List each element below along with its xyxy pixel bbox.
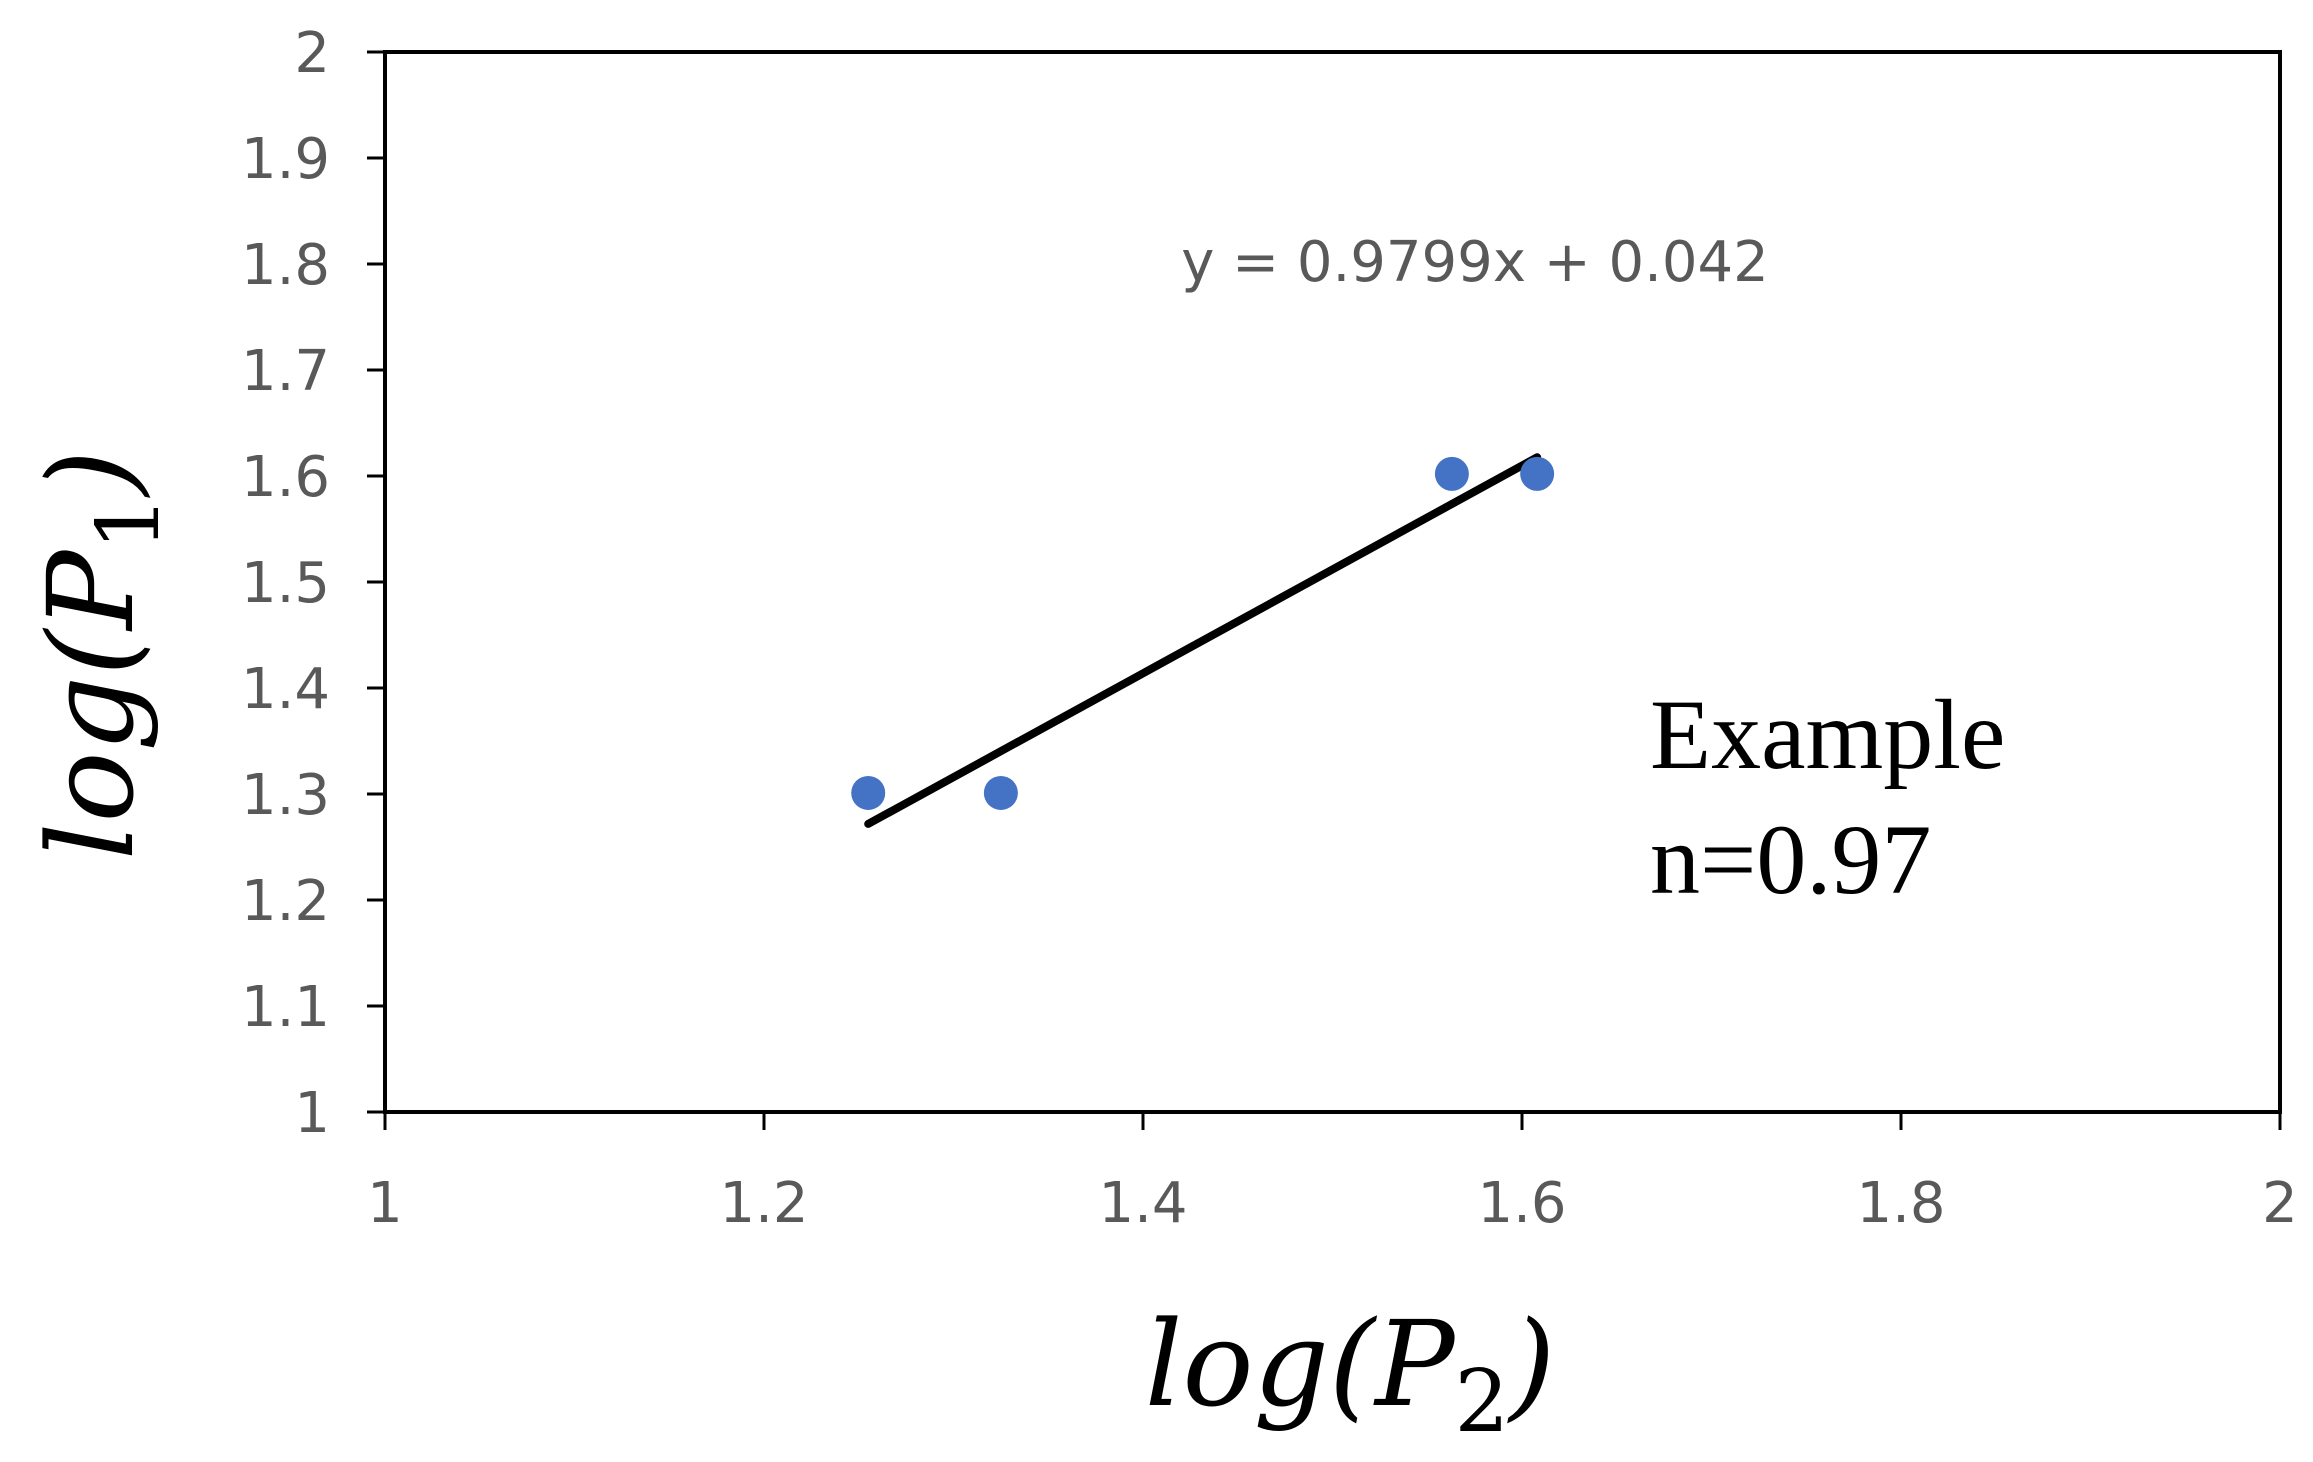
annotation-n-value: n=0.97: [1650, 804, 1931, 915]
y-tick-label: 1.3: [241, 763, 330, 828]
y-tick-label: 1.2: [241, 869, 330, 934]
y-tick-label: 1: [294, 1081, 330, 1146]
y-axis-ticks: 1 1.1 1.2 1.3 1.4 1.5 1.6 1.7 1.8 1.9 2: [241, 21, 385, 1146]
y-axis-title-base: log(P: [22, 548, 160, 860]
x-axis-title-close: ): [1506, 1295, 1555, 1433]
y-axis-title-close: ): [22, 450, 160, 499]
data-point: [1520, 456, 1555, 491]
y-tick-label: 1.1: [241, 975, 330, 1040]
y-tick-label: 1.6: [241, 445, 330, 510]
annotation-example: Example: [1650, 679, 2005, 790]
y-tick-label: 1.9: [241, 127, 330, 192]
x-tick-label: 2: [2262, 1171, 2298, 1236]
trendline: [864, 453, 1542, 828]
x-axis-title: log(P2): [1145, 1295, 1556, 1452]
y-tick-label: 1.8: [241, 233, 330, 298]
y-axis-title-subscript: 1: [79, 496, 179, 551]
data-point: [1434, 456, 1469, 491]
plot-area: [383, 50, 2282, 1114]
x-tick-label: 1.8: [1856, 1171, 1945, 1236]
x-tick-label: 1.4: [1098, 1171, 1187, 1236]
x-tick-label: 1.2: [719, 1171, 808, 1236]
y-axis-title: log(P1): [22, 450, 179, 861]
x-axis-ticks: 1 1.2 1.4 1.6 1.8 2: [367, 1112, 2298, 1236]
y-tick-label: 1.4: [241, 657, 330, 722]
y-tick-label: 1.7: [241, 339, 330, 404]
y-tick-label: 2: [294, 21, 330, 86]
data-points: [851, 456, 1555, 810]
data-point: [983, 775, 1018, 810]
x-tick-label: 1.6: [1477, 1171, 1566, 1236]
trendline-equation: y = 0.9799x + 0.042: [1181, 230, 1769, 295]
data-point: [851, 775, 886, 810]
x-axis-title-subscript: 2: [1454, 1352, 1509, 1452]
y-tick-label: 1.5: [241, 551, 330, 616]
x-tick-label: 1: [367, 1171, 403, 1236]
x-axis-title-base: log(P: [1145, 1295, 1457, 1433]
